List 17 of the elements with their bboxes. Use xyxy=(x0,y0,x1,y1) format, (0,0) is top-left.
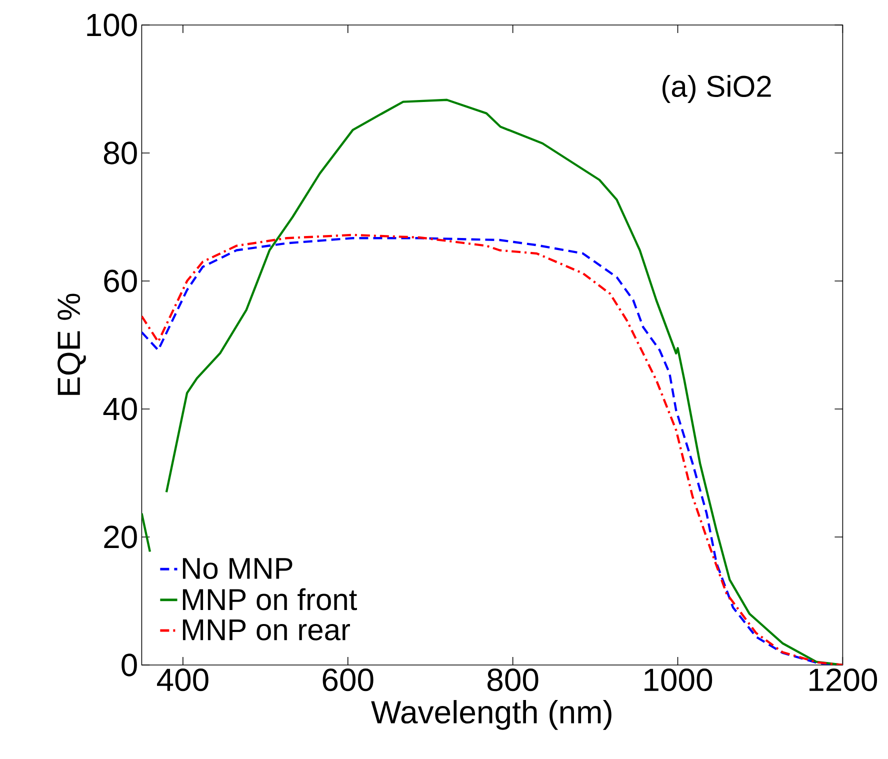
x-axis-title: Wavelength (nm) xyxy=(371,700,612,730)
legend-label: MNP on rear xyxy=(182,619,350,640)
x-tick-label: 800 xyxy=(488,668,538,692)
y-tick-label: 60 xyxy=(104,270,137,292)
x-tick-label: 1200 xyxy=(810,668,878,692)
x-tick-label: 600 xyxy=(322,668,374,692)
y-tick-label: 20 xyxy=(104,526,137,548)
x-tick-label: 400 xyxy=(156,668,208,692)
annotation: (a) SiO2 xyxy=(662,75,771,103)
y-tick-label: 40 xyxy=(103,398,137,420)
y-tick-label: 80 xyxy=(104,142,137,164)
legend-label: MNP on front xyxy=(182,588,357,610)
y-tick-label: 0 xyxy=(122,654,137,676)
y-axis-title: EQE % xyxy=(58,294,86,395)
x-tick-label: 1000 xyxy=(644,668,712,692)
legend-label: No MNP xyxy=(182,558,292,580)
y-tick-label: 100 xyxy=(87,14,137,36)
